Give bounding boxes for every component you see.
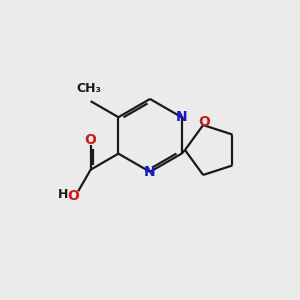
- Text: CH₃: CH₃: [77, 82, 102, 95]
- Text: O: O: [85, 133, 97, 147]
- Text: O: O: [199, 115, 211, 129]
- Text: N: N: [144, 165, 156, 179]
- Text: O: O: [67, 188, 79, 203]
- Text: H: H: [58, 188, 68, 201]
- Text: N: N: [176, 110, 188, 124]
